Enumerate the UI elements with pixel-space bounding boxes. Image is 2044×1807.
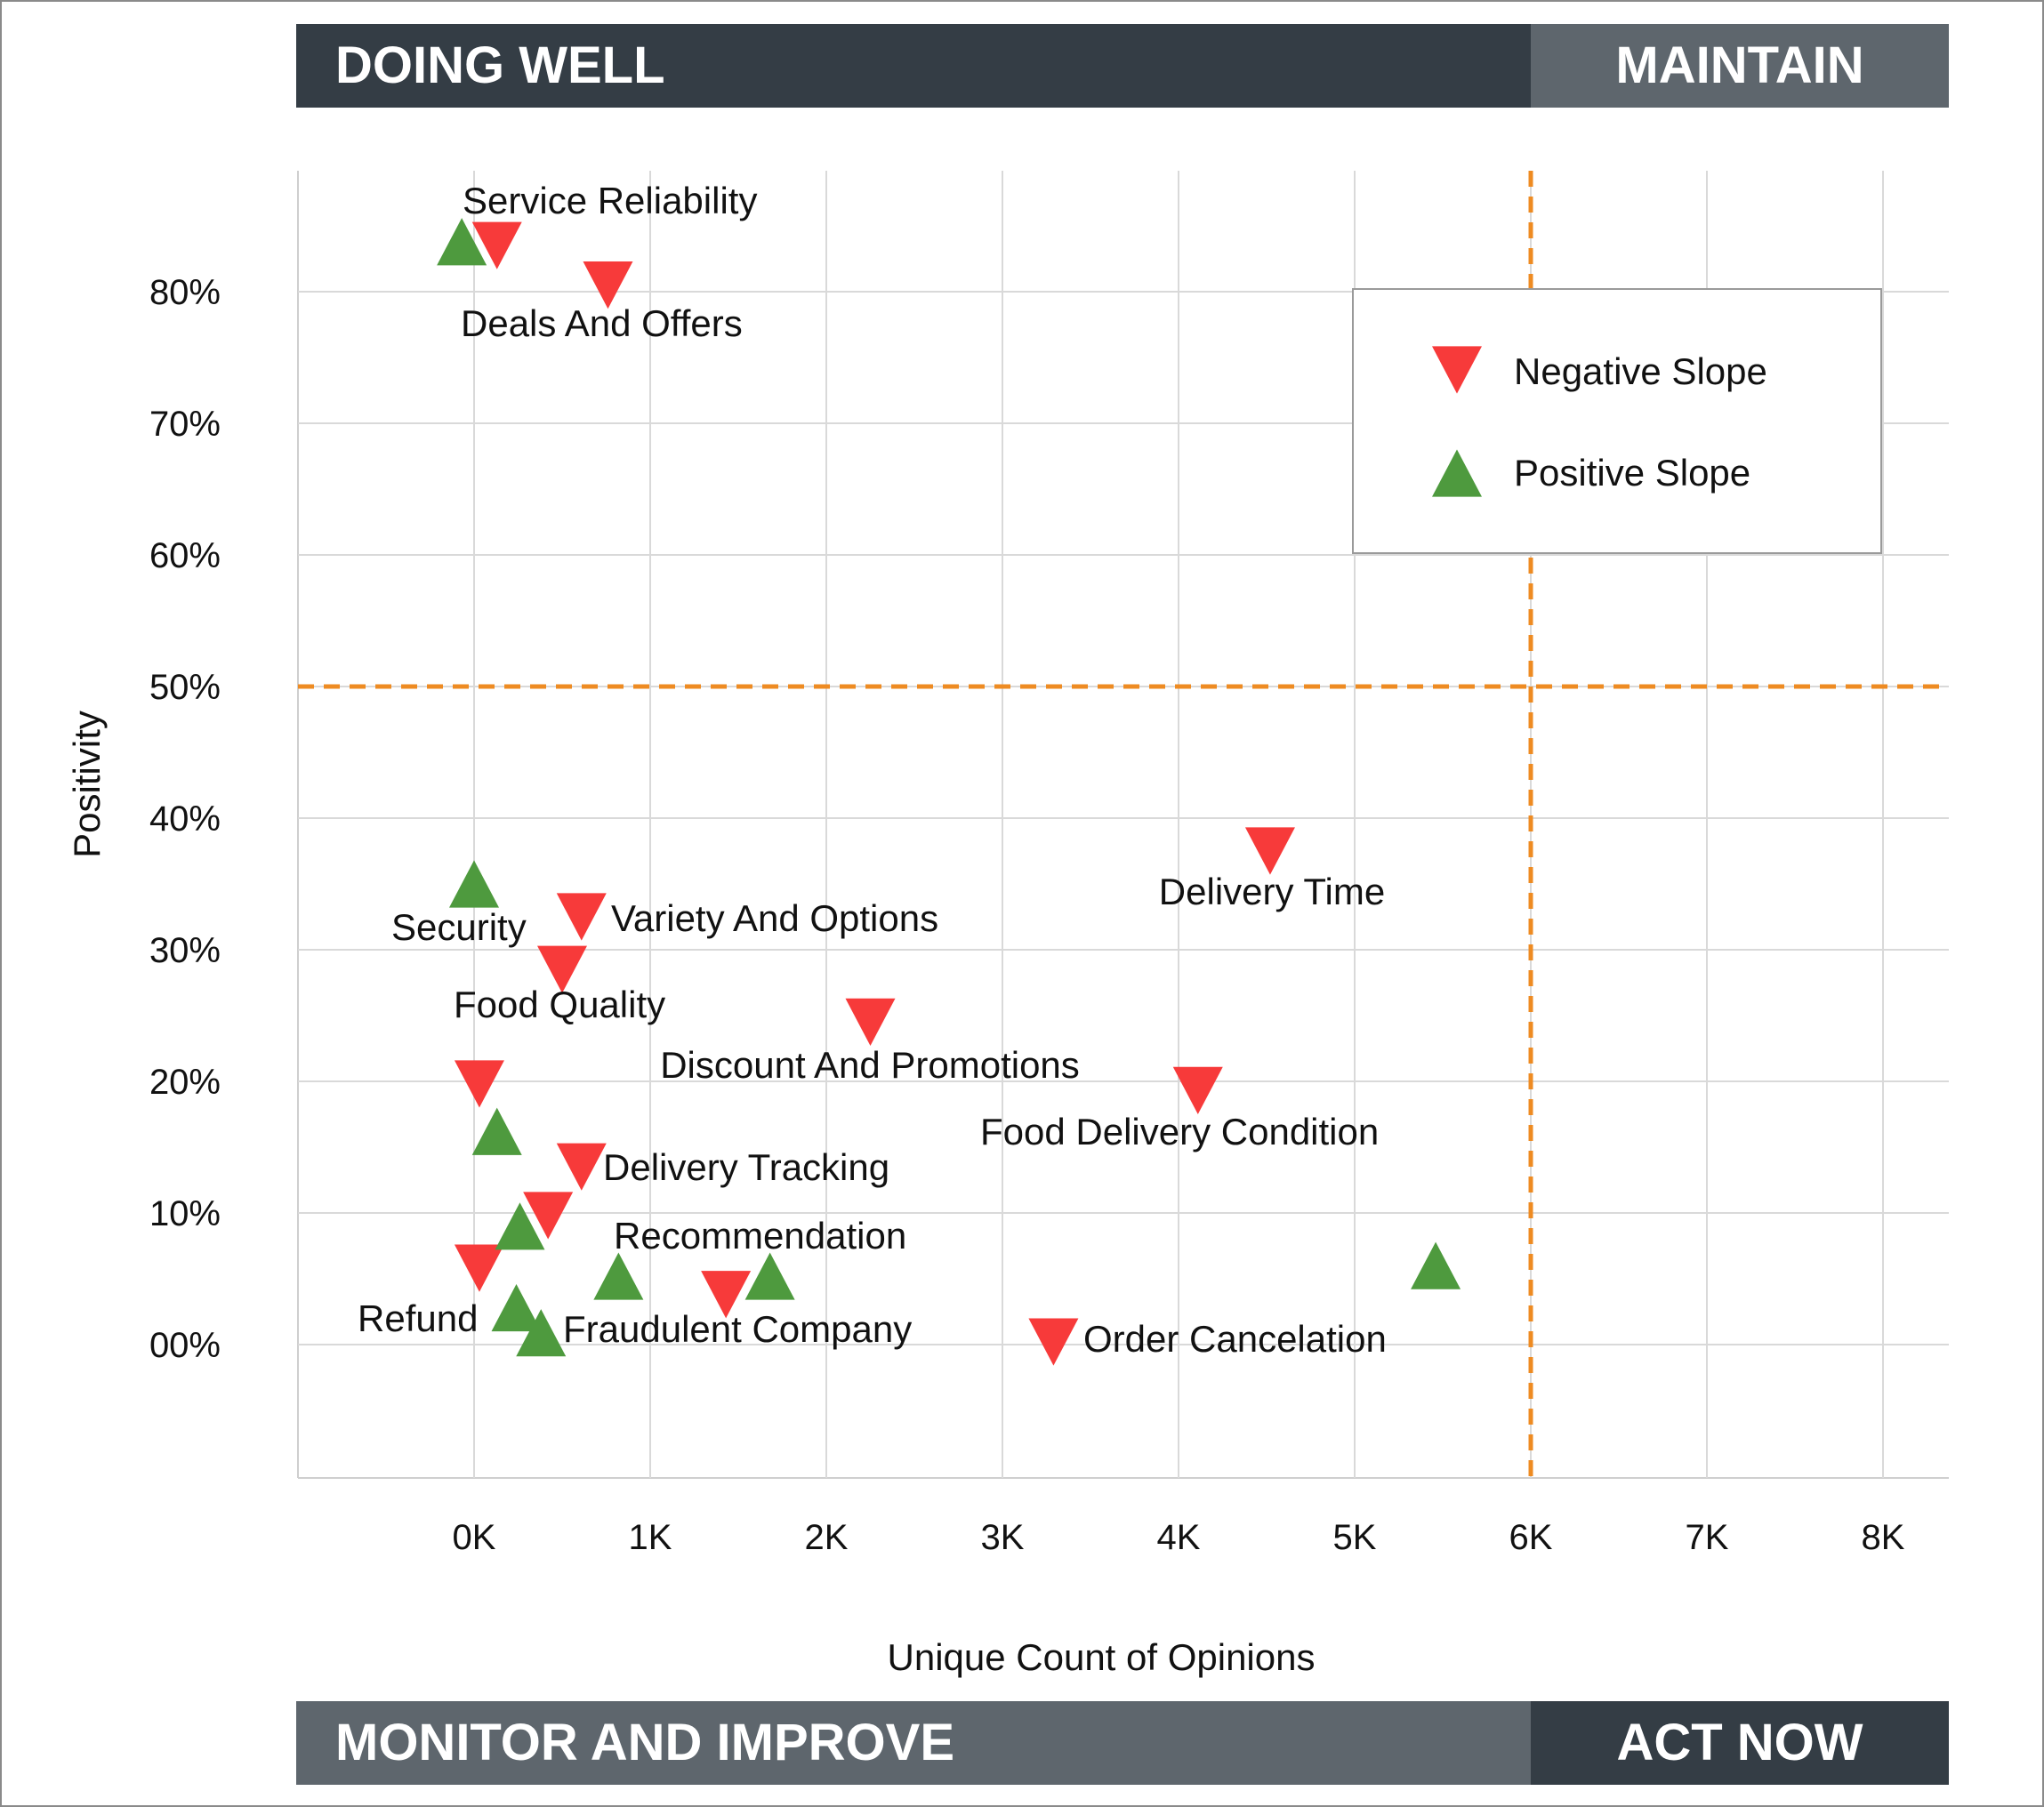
y-tick-label: 40% (149, 799, 221, 839)
negative-point-delivery-tracking (556, 1143, 607, 1191)
data-label-refund: Refund (358, 1297, 478, 1339)
quadrant-label-monitor-and-improve: MONITOR AND IMPROVE (335, 1714, 955, 1771)
data-label-security: Security (391, 906, 527, 948)
y-tick-label: 30% (149, 931, 221, 970)
data-labels: Service Reliability Deals And Offers Deliv… (358, 180, 1387, 1360)
x-tick-label: 5K (1333, 1518, 1377, 1557)
negative-point-deals-and-offers (583, 261, 633, 309)
quadrant-banner-doing-well: DOING WELL (296, 24, 1533, 108)
data-label-service-reliability: Service Reliability (463, 180, 757, 221)
quadrant-label-act-now: ACT NOW (1616, 1714, 1863, 1771)
quadrant-banner-maintain: MAINTAIN (1531, 24, 1949, 108)
quadrant-label-doing-well: DOING WELL (335, 36, 665, 94)
x-tick-label: 0K (453, 1518, 496, 1557)
data-label-discount-and-promotions: Discount And Promotions (660, 1044, 1080, 1086)
y-tick-label: 60% (149, 536, 221, 575)
data-label-delivery-tracking: Delivery Tracking (603, 1146, 889, 1188)
quadrant-label-maintain: MAINTAIN (1615, 36, 1864, 94)
legend-marker-positive-slope (1432, 449, 1482, 497)
negative-point (454, 1244, 504, 1292)
legend-marker-negative-slope (1432, 346, 1482, 394)
negative-point-food-delivery-condition (1172, 1066, 1223, 1114)
negative-point-discount-and-promotions (845, 998, 896, 1046)
data-label-delivery-time: Delivery Time (1159, 871, 1385, 912)
positive-point-recommendation (593, 1252, 644, 1300)
negative-point-variety-and-options (556, 893, 607, 941)
quadrant-banner-monitor-and-improve: MONITOR AND IMPROVE (296, 1701, 1533, 1785)
data-label-food-delivery-condition: Food Delivery Condition (980, 1111, 1379, 1152)
y-tick-label: 70% (149, 405, 221, 444)
x-tick-label: 7K (1686, 1518, 1729, 1557)
legend-label-negative-slope: Negative Slope (1514, 350, 1767, 392)
positive-point (495, 1202, 545, 1250)
x-tick-label: 3K (981, 1518, 1025, 1557)
x-tick-label: 8K (1862, 1518, 1905, 1557)
data-label-deals-and-offers: Deals And Offers (461, 302, 743, 344)
x-tick-label: 6K (1509, 1518, 1553, 1557)
y-tick-label: 50% (149, 668, 221, 707)
positive-point (471, 1107, 522, 1155)
negative-point-food-quality (537, 945, 587, 993)
x-tick-label: 4K (1157, 1518, 1201, 1557)
negative-point-order-cancelation (1028, 1318, 1079, 1366)
y-tick-label: 10% (149, 1194, 221, 1233)
y-tick-label: 00% (149, 1326, 221, 1365)
positive-point-fraudulent-company (516, 1309, 567, 1357)
y-tick-label: 80% (149, 273, 221, 312)
data-label-food-quality: Food Quality (454, 984, 665, 1025)
data-label-recommendation: Recommendation (614, 1215, 906, 1257)
y-tick-label: 20% (149, 1063, 221, 1102)
x-tick-label: 1K (629, 1518, 672, 1557)
legend: Negative Slope Positive Slope (1352, 288, 1882, 554)
x-tick-label: 2K (805, 1518, 849, 1557)
legend-label-positive-slope: Positive Slope (1514, 452, 1750, 494)
positive-point (744, 1252, 795, 1300)
axes: 0K 1K 2K 3K 4K 5K 6K 7K 8K 00% 10% 20% 30% 40% 50% 60% 7… (66, 273, 1905, 1678)
negative-point-service-reliability (471, 221, 522, 269)
data-points (437, 218, 1461, 1366)
y-axis-title: Positivity (66, 711, 108, 858)
quadrant-banner-act-now: ACT NOW (1531, 1701, 1949, 1785)
negative-point-delivery-time (1244, 827, 1295, 875)
negative-point (454, 1060, 504, 1108)
negative-point (523, 1192, 574, 1240)
positive-point (1411, 1241, 1461, 1289)
x-axis-title: Unique Count of Opinions (888, 1636, 1316, 1678)
legend-box (1352, 288, 1882, 554)
negative-point (701, 1271, 752, 1319)
positive-point-security (449, 860, 499, 908)
data-label-variety-and-options: Variety And Options (611, 897, 938, 939)
data-label-order-cancelation: Order Cancelation (1083, 1318, 1387, 1360)
positive-point-refund (491, 1283, 542, 1332)
data-label-fraudulent-company: Fraudulent Company (563, 1308, 912, 1350)
positive-point (437, 218, 487, 266)
